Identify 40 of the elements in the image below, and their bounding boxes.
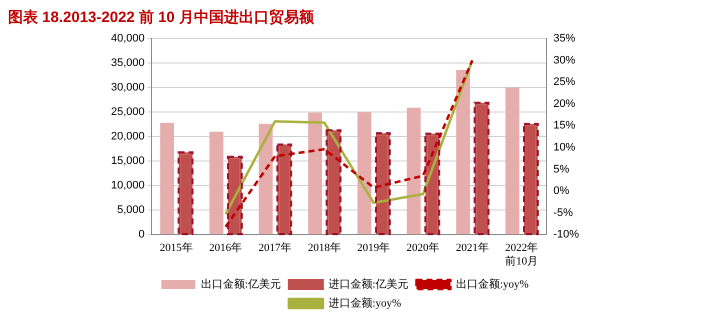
x-tick-label: 2015年 bbox=[160, 242, 193, 254]
bar bbox=[258, 124, 273, 234]
y-tick-label: 40,000 bbox=[110, 32, 145, 45]
y2-tick-label: 25% bbox=[553, 76, 576, 88]
y2-tick-label: 0% bbox=[553, 185, 570, 198]
y-tick-label: 10,000 bbox=[110, 180, 145, 192]
y2-tick-label: 10% bbox=[553, 142, 576, 154]
bar bbox=[456, 70, 470, 234]
y2-tick-label: 20% bbox=[553, 98, 576, 110]
x-tick-label: 2021年 bbox=[456, 242, 489, 254]
chart-title: 图表 18.2013-2022 前 10 月中国进出口贸易额 bbox=[8, 8, 315, 27]
bar bbox=[505, 88, 520, 234]
bar bbox=[308, 112, 322, 234]
legend-label: 进口金额:yoy% bbox=[328, 296, 402, 310]
y-tick-label: 30,000 bbox=[110, 82, 145, 94]
x-tick-label: 2017年 bbox=[258, 242, 292, 254]
y-tick-label: 35,000 bbox=[110, 57, 145, 70]
y-tick-label: 0 bbox=[138, 228, 145, 241]
y-tick-label: 25,000 bbox=[110, 106, 145, 118]
y2-tick-label: 5% bbox=[553, 163, 570, 176]
y2-tick-label: -10% bbox=[553, 228, 580, 241]
x-tick-label: 2019年 bbox=[357, 242, 390, 254]
bar bbox=[357, 112, 372, 234]
bar bbox=[209, 132, 224, 234]
y2-tick-label: -5% bbox=[553, 206, 574, 219]
x-tick-label: 2022年前10月 bbox=[505, 242, 538, 268]
x-tick-label: 2016年 bbox=[209, 242, 242, 254]
legend-label: 出口金额:yoy% bbox=[456, 277, 529, 290]
y-tick-label: 15,000 bbox=[110, 155, 145, 168]
legend-label: 出口金额:亿美元 bbox=[200, 277, 281, 290]
legend-label: 进口金额:亿美元 bbox=[328, 277, 408, 290]
y-tick-label: 20,000 bbox=[110, 130, 145, 143]
x-tick-label: 2020年 bbox=[406, 242, 440, 254]
x-tick-label: 2018年 bbox=[308, 242, 341, 254]
bar bbox=[406, 108, 421, 234]
y2-tick-label: 15% bbox=[553, 120, 576, 132]
bar bbox=[160, 122, 174, 234]
y2-tick-label: 30% bbox=[553, 54, 576, 66]
y2-tick-label: 35% bbox=[553, 32, 576, 45]
y-tick-label: 5,000 bbox=[117, 204, 145, 216]
